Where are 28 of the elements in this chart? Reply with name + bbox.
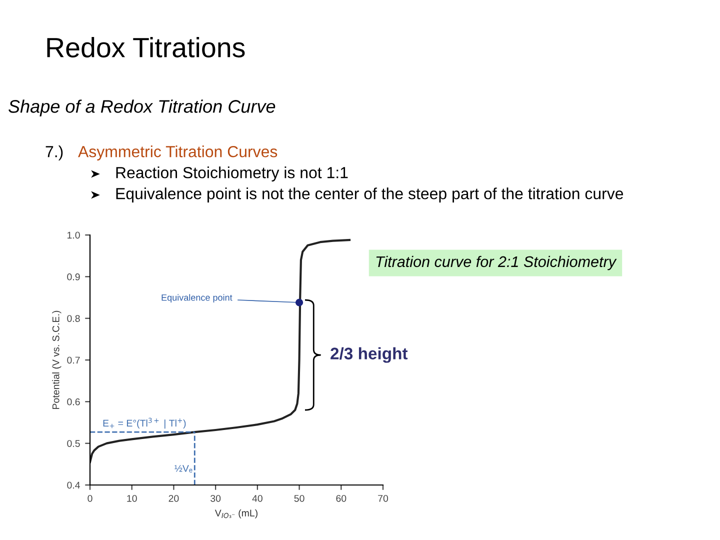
x-tick-label: 0 xyxy=(88,494,92,502)
x-tick-label: 20 xyxy=(168,494,179,502)
x-tick-label: 40 xyxy=(252,494,262,502)
x-tick-label: 60 xyxy=(336,494,346,502)
annotation: Equivalence point xyxy=(162,294,232,303)
text: Reaction Stoichiometry is not 1:1 xyxy=(116,166,348,182)
line-series xyxy=(90,238,351,464)
y-axis-title: Potential (V vs. S.C.E.) xyxy=(52,310,62,409)
y-tick-label: 0.8 xyxy=(67,315,80,322)
x-axis-title: V$_{IO₃⁻}$ (mL) xyxy=(214,509,258,518)
y-tick-label: 0.7 xyxy=(67,356,80,364)
y-tick-label: 0.5 xyxy=(67,440,80,447)
y-tick-label: 0.9 xyxy=(67,273,80,280)
y-tick-label: 0.6 xyxy=(67,398,80,406)
x-tick-label: 10 xyxy=(127,494,137,502)
y-tick-label: 0.4 xyxy=(67,482,80,489)
ref-line-label: E$_{+}$ = E°(Tl$^{3+}$ | Tl$^{+}$) xyxy=(103,418,186,429)
x-tick-label: 70 xyxy=(378,494,388,502)
text: Equivalence point is not the center of the steep part of the titration curve xyxy=(116,188,624,202)
x-tick-label: 50 xyxy=(294,494,304,502)
y-tick-label: 1.0 xyxy=(68,232,80,239)
chart-subtitle: Shape of a Redox Titration Curve xyxy=(8,100,276,116)
x-tick-label: 30 xyxy=(210,494,221,502)
chart-title: Redox Titrations xyxy=(47,37,245,58)
text: 7.) Asymmetric Titration Curves xyxy=(46,146,278,160)
annotation: Titration curve for 2:1 Stoichiometry xyxy=(376,256,617,270)
annotation: 2/3 height xyxy=(330,347,408,363)
ref-line-label: ½Vₑ xyxy=(174,465,192,473)
